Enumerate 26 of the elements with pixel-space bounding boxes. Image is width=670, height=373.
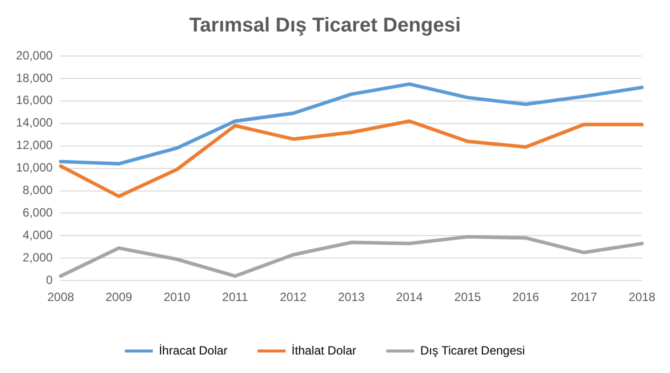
y-tick-label: 6,000 (22, 206, 54, 220)
x-tick-label: 2015 (454, 290, 482, 304)
chart-title: Tarımsal Dış Ticaret Dengesi (189, 14, 461, 37)
y-tick-label: 0 (46, 272, 54, 287)
legend-label: Dış Ticaret Dengesi (420, 343, 525, 358)
y-tick-label: 20,000 (16, 48, 54, 62)
legend-label: İthalat Dolar (292, 343, 356, 358)
x-tick-label: 2016 (512, 290, 540, 304)
x-tick-label: 2009 (105, 290, 133, 304)
x-tick-label: 2011 (222, 290, 248, 304)
y-tick-label: 16,000 (16, 93, 54, 108)
y-tick-label: 4,000 (22, 228, 54, 242)
y-tick-label: 10,000 (16, 160, 54, 175)
y-tick-label: 2,000 (22, 250, 54, 264)
x-tick-label: 2013 (338, 290, 366, 304)
y-tick-label: 8,000 (22, 183, 54, 198)
x-tick-label: 2010 (164, 290, 191, 304)
x-tick-label: 2012 (280, 290, 307, 304)
x-tick-label: 2018 (628, 290, 656, 304)
y-tick-label: 12,000 (16, 138, 54, 152)
x-tick-label: 2014 (396, 290, 424, 304)
legend-label: İhracat Dolar (158, 343, 228, 358)
y-tick-label: 14,000 (16, 116, 54, 130)
x-tick-label: 2008 (47, 290, 74, 304)
y-tick-label: 18,000 (16, 70, 54, 85)
x-tick-label: 2017 (570, 290, 598, 304)
